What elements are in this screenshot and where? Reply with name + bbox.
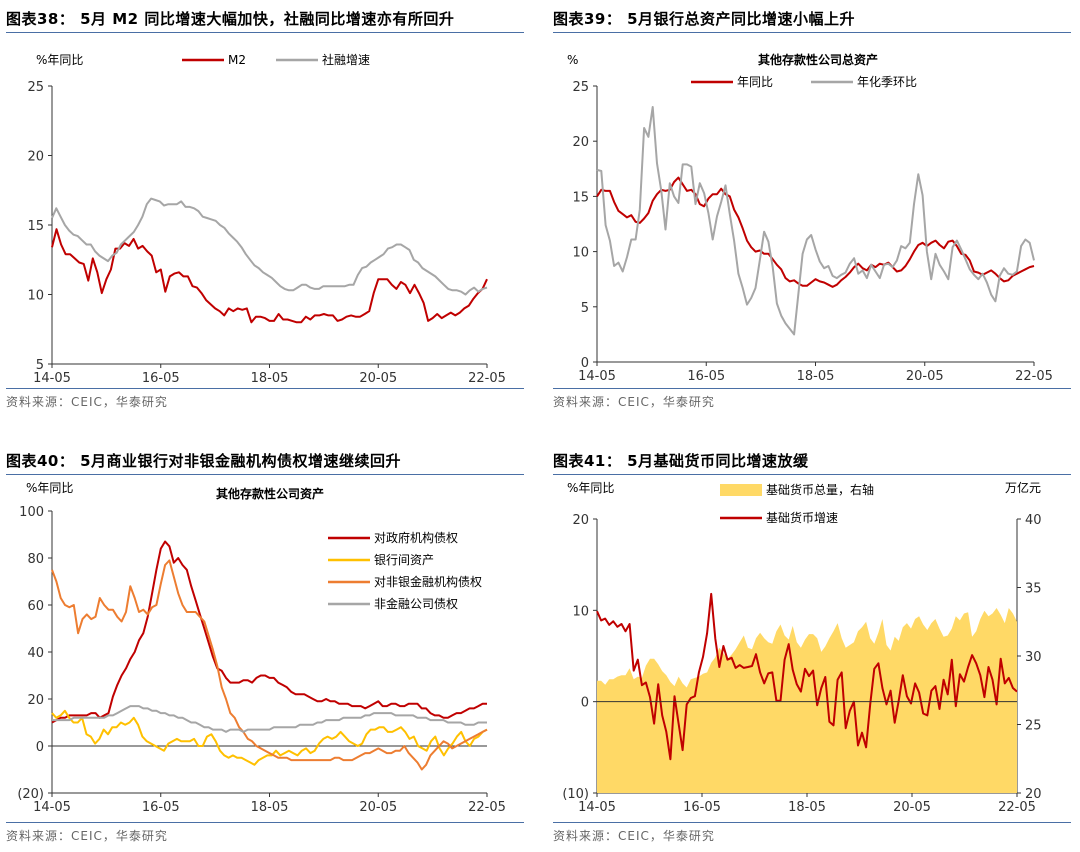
c38-xtick-label-4: 22-05	[468, 371, 506, 386]
c38-ytick-label-4: 25	[27, 80, 44, 95]
chart41-legend-growth: 基础货币增速	[766, 510, 838, 525]
c40-ytick-label-5: 80	[27, 552, 44, 567]
c40-xtick-label-4: 22-05	[468, 800, 506, 815]
c39-ytick-label-5: 25	[572, 80, 589, 95]
c40-xtick-label-1: 16-05	[142, 800, 180, 815]
chart40-source: 资料来源：CEIC，华泰研究	[6, 829, 168, 843]
c41-xtick-label-0: 14-05	[578, 800, 616, 815]
chart40-legend-gov: 对政府机构债权	[374, 530, 458, 545]
c41-ytick-right-label-3: 35	[1025, 582, 1042, 597]
c41-ytick-label-2: 10	[572, 604, 589, 619]
c39-ytick-label-2: 10	[572, 246, 589, 261]
chart38-source: 资料来源：CEIC，华泰研究	[6, 395, 168, 409]
c38-xtick-label-2: 18-05	[251, 371, 289, 386]
c38-ytick-label-2: 15	[27, 219, 44, 234]
c39-ytick-label-4: 20	[572, 135, 589, 150]
c39-xtick-label-3: 20-05	[906, 369, 944, 384]
c39-ytick-label-3: 15	[572, 190, 589, 205]
c41-ytick-right-label-2: 30	[1025, 650, 1042, 665]
chart38-legend-tsf: 社融增速	[322, 52, 370, 67]
chart40-source-rule	[6, 822, 524, 823]
chart38-title: 图表38： 5月 M2 同比增速大幅加快，社融同比增速亦有所回升	[6, 10, 455, 28]
c40-series-line-3	[52, 705, 487, 733]
chart38-y-unit: %年同比	[36, 53, 83, 67]
chart41-title: 图表41： 5月基础货币同比增速放缓	[553, 452, 809, 470]
chart39-legend-qoq: 年化季环比	[857, 75, 917, 89]
chart39-subtitle: 其他存款性公司总资产	[758, 52, 878, 67]
c41-series-line-1	[596, 592, 1018, 761]
c41-ytick-label-0: (10)	[562, 787, 589, 802]
c41-ytick-label-1: 0	[581, 696, 589, 711]
c40-xtick-label-2: 18-05	[251, 800, 289, 815]
chart39-title: 图表39： 5月银行总资产同比增速小幅上升	[553, 10, 856, 28]
chart40-title-rule	[6, 474, 524, 475]
c41-ytick-right-label-4: 40	[1025, 513, 1042, 528]
chart41-title-rule	[553, 474, 1071, 475]
c39-xtick-label-1: 16-05	[687, 369, 725, 384]
c41-ytick-right-label-0: 20	[1025, 787, 1042, 802]
chart41-source: 资料来源：CEIC，华泰研究	[553, 829, 715, 843]
c38-ytick-label-3: 20	[27, 150, 44, 165]
c40-ytick-label-3: 40	[27, 646, 44, 661]
chart38-legend-m2: M2	[228, 53, 246, 67]
chart39-source: 资料来源：CEIC，华泰研究	[553, 395, 715, 409]
c38-series-line-0	[51, 228, 488, 324]
c38-xtick-label-1: 16-05	[142, 371, 180, 386]
c40-ytick-label-4: 60	[27, 599, 44, 614]
c40-series-line-2	[51, 559, 488, 771]
chart40-subtitle: 其他存款性公司资产	[216, 486, 324, 501]
chart39-legend-yoy: 年同比	[737, 75, 773, 89]
chart38-source-rule	[6, 388, 524, 389]
c39-ytick-label-0: 0	[581, 356, 589, 371]
c39-xtick-label-4: 22-05	[1015, 369, 1053, 384]
chart41-legend-base: 基础货币总量，右轴	[766, 482, 874, 497]
chart39-title-rule	[553, 32, 1071, 33]
c38-xtick-label-3: 20-05	[359, 371, 397, 386]
c41-xtick-label-1: 16-05	[683, 800, 721, 815]
panel-chart40: 图表40： 5月商业银行对非银金融机构债权增速继续回升 %年同比 其他存款性公司…	[6, 448, 524, 848]
chart40-legend-nonbank: 对非银金融机构债权	[374, 574, 482, 589]
c41-ytick-label-3: 20	[572, 513, 589, 528]
c41-ytick-right-label-1: 25	[1025, 719, 1042, 734]
c39-xtick-label-0: 14-05	[578, 369, 616, 384]
chart41-y-unit-right: 万亿元	[1005, 480, 1041, 495]
chart39-source-rule	[553, 388, 1071, 389]
c39-series-line-1	[596, 106, 1035, 336]
c39-ytick-label-1: 5	[581, 301, 589, 316]
chart40-title: 图表40： 5月商业银行对非银金融机构债权增速继续回升	[6, 452, 402, 470]
chart40-y-unit: %年同比	[26, 481, 73, 495]
chart41-legend-base-swatch	[720, 484, 762, 496]
panel-chart41: 图表41： 5月基础货币同比增速放缓 %年同比 万亿元 (10) 0 10 20 20 2…	[553, 448, 1071, 848]
c40-series-line-1	[51, 709, 488, 766]
c39-xtick-label-2: 18-05	[797, 369, 835, 384]
c41-xtick-label-3: 20-05	[893, 800, 931, 815]
c38-ytick-label-0: 5	[36, 358, 44, 373]
chart40-legend-corp: 非金融公司债权	[374, 596, 458, 611]
chart41-y-unit: %年同比	[567, 481, 614, 495]
c40-ytick-label-0: (20)	[17, 787, 44, 802]
chart38-title-rule	[6, 32, 524, 33]
chart39-y-unit: %	[567, 53, 578, 67]
chart39-plot: % 其他存款性公司总资产 0 5 10 15 20 25 14-05 16-05 18-05 20…	[567, 52, 1053, 384]
c41-series-area-0	[597, 608, 1017, 793]
panel-chart39: 图表39： 5月银行总资产同比增速小幅上升 % 其他存款性公司总资产 0 5 10 1…	[553, 6, 1071, 416]
c40-xtick-label-0: 14-05	[33, 800, 71, 815]
c40-ytick-label-6: 100	[19, 505, 44, 520]
c40-ytick-label-1: 0	[36, 740, 44, 755]
c41-xtick-label-4: 22-05	[998, 800, 1036, 815]
c38-xtick-label-0: 14-05	[33, 371, 71, 386]
chart41-plot: %年同比 万亿元 (10) 0 10 20 20 25 30 35 40 14-05 16-05 18…	[562, 480, 1042, 815]
chart40-plot: %年同比 其他存款性公司资产 (20) 0 20 40 60 80 100 14-05 16-0…	[17, 481, 506, 815]
chart41-source-rule	[553, 822, 1071, 823]
chart40-legend-interbank: 银行间资产	[374, 553, 434, 567]
c41-xtick-label-2: 18-05	[788, 800, 826, 815]
c40-ytick-label-2: 20	[27, 693, 44, 708]
c40-series-line-0	[51, 540, 487, 724]
c40-xtick-label-3: 20-05	[359, 800, 397, 815]
c38-ytick-label-1: 10	[27, 289, 44, 304]
c38-series-line-1	[51, 197, 488, 296]
